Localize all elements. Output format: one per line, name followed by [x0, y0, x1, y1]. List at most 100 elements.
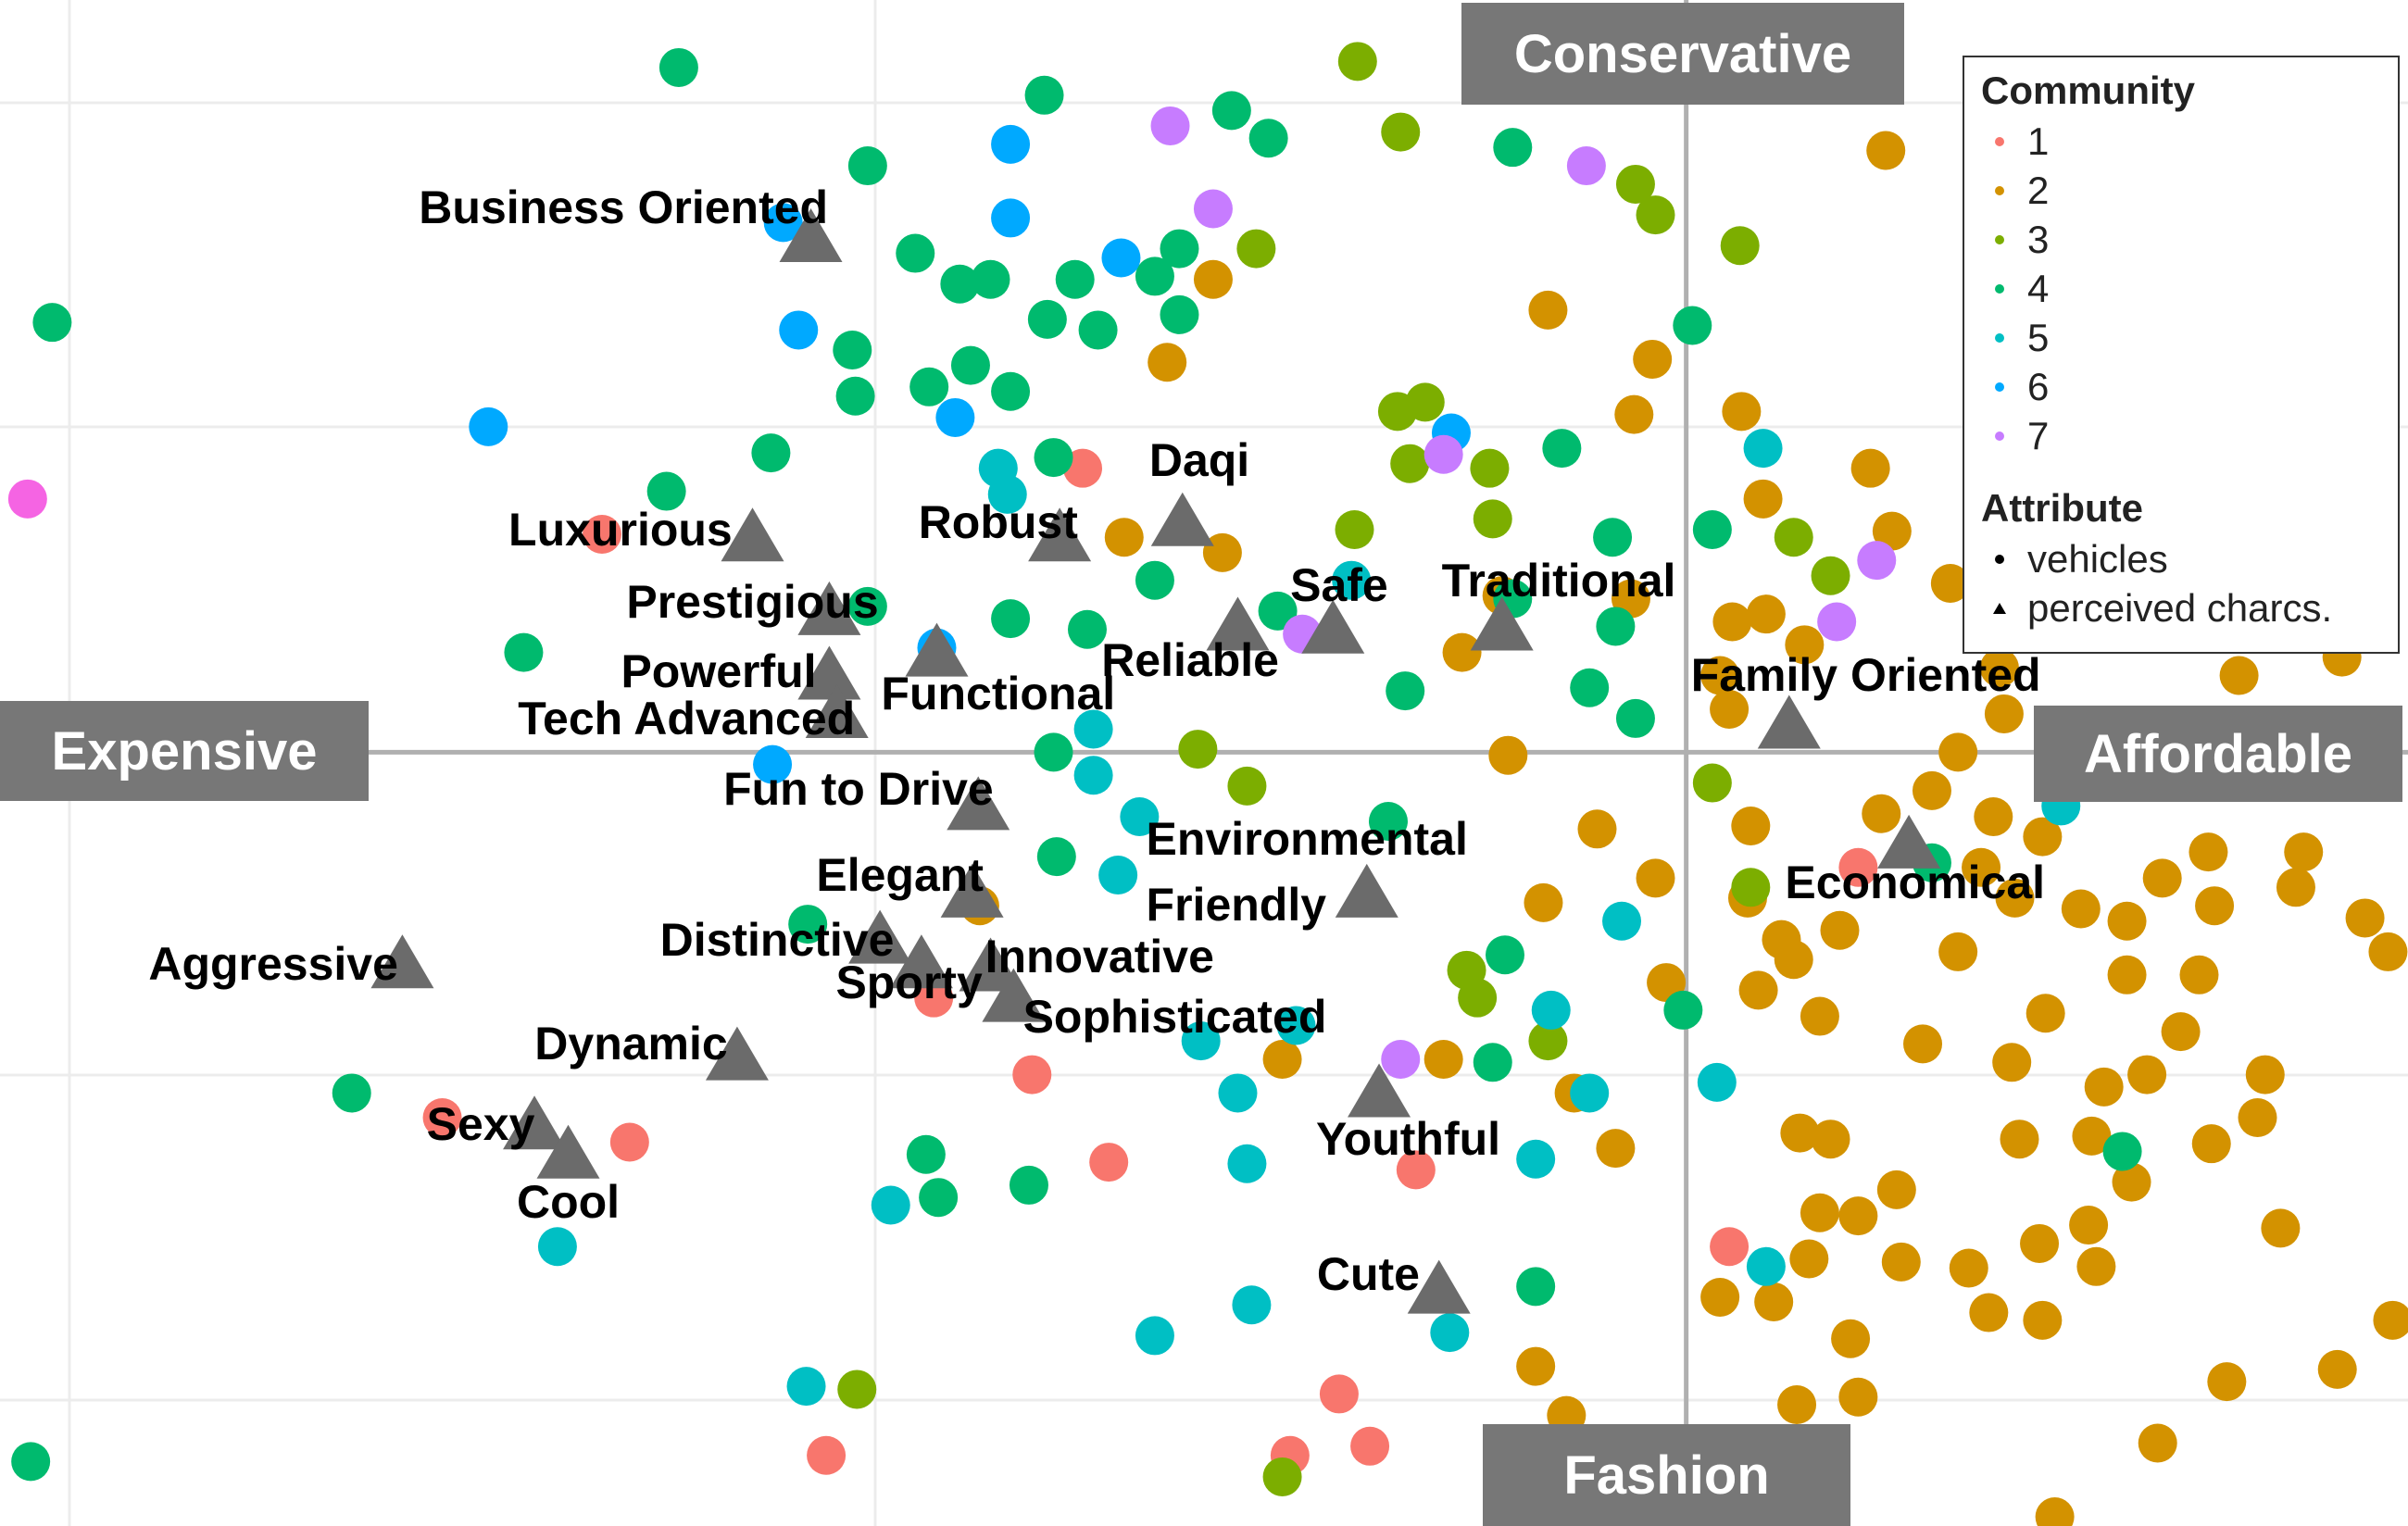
- point: [1423, 434, 1463, 474]
- legend-swatch: [1995, 185, 2004, 195]
- legend-item: 1: [1981, 117, 2398, 166]
- characteristic-label: Elegant: [816, 848, 984, 901]
- point: [1697, 1062, 1737, 1102]
- point: [2276, 868, 2315, 907]
- point: [1930, 564, 1970, 604]
- legend-item: vehicles: [1981, 534, 2398, 583]
- point: [751, 433, 791, 473]
- point: [835, 376, 875, 416]
- characteristic-label: Economical: [1785, 857, 2046, 909]
- characteristic-label: Safe: [1290, 558, 1388, 611]
- characteristic-label: Powerful: [621, 644, 817, 697]
- point: [1335, 509, 1374, 549]
- point: [1862, 794, 1901, 833]
- point: [1319, 1374, 1359, 1414]
- point: [1593, 518, 1633, 557]
- point: [1710, 1227, 1750, 1267]
- point: [1866, 131, 1906, 170]
- point: [1073, 756, 1113, 795]
- point: [7, 479, 47, 519]
- point: [1202, 532, 1242, 572]
- point: [935, 397, 975, 437]
- characteristic-label: Innovative: [985, 930, 1214, 982]
- point: [1390, 444, 1430, 483]
- point: [1777, 1385, 1817, 1425]
- point: [1903, 1024, 1943, 1064]
- point: [1232, 1285, 1272, 1325]
- point: [991, 198, 1031, 238]
- point: [1780, 1113, 1820, 1153]
- point: [1181, 1021, 1221, 1061]
- legend-label: 7: [2027, 414, 2050, 457]
- point: [1857, 541, 1897, 581]
- point: [1820, 910, 1860, 950]
- point: [1381, 1039, 1421, 1079]
- point: [1063, 448, 1103, 488]
- legend-swatch: [1995, 431, 2004, 441]
- point: [1743, 429, 1783, 469]
- characteristic-label: Reliable: [1101, 633, 1279, 686]
- point: [1789, 1239, 1829, 1279]
- characteristic-label: Business Oriented: [419, 181, 829, 233]
- point: [1488, 735, 1528, 775]
- point: [940, 264, 980, 304]
- point: [2161, 1012, 2201, 1052]
- legend-label: 2: [2027, 169, 2050, 212]
- legend-swatch: [1995, 136, 2004, 146]
- point: [1700, 656, 1740, 695]
- legend-item: 4: [1981, 264, 2398, 313]
- point: [1337, 42, 1377, 81]
- point: [1078, 310, 1118, 350]
- characteristic-marker: [1150, 492, 1214, 546]
- point: [2025, 994, 2065, 1033]
- point: [847, 146, 887, 186]
- point: [1055, 259, 1095, 299]
- characteristic-label: Distinctive: [659, 913, 895, 966]
- point: [1135, 1316, 1174, 1356]
- legend-item: perceived charcs.: [1981, 583, 2398, 632]
- point: [537, 1227, 577, 1267]
- legend-label: 1: [2027, 119, 2050, 163]
- point: [2179, 955, 2219, 994]
- point: [1524, 882, 1563, 922]
- point: [1150, 106, 1190, 145]
- point: [1746, 1246, 1786, 1286]
- point: [1067, 609, 1107, 649]
- point: [1754, 1282, 1794, 1321]
- point: [1193, 259, 1233, 299]
- point: [1101, 238, 1141, 278]
- point: [1974, 797, 2013, 837]
- point: [2138, 1423, 2177, 1463]
- point: [1135, 560, 1174, 600]
- point: [1811, 556, 1850, 595]
- point: [1386, 671, 1425, 711]
- legend-label: perceived charcs.: [2027, 586, 2333, 630]
- point: [504, 632, 544, 672]
- characteristic-marker: [1348, 1063, 1411, 1118]
- legend-item: 7: [1981, 411, 2398, 460]
- point: [2102, 1132, 2142, 1171]
- point: [1700, 1277, 1740, 1317]
- point: [919, 1178, 959, 1218]
- characteristic-label: Dynamic: [534, 1018, 728, 1070]
- point: [1570, 1073, 1610, 1113]
- point: [1774, 940, 1813, 980]
- point: [909, 367, 949, 407]
- point: [1692, 763, 1732, 803]
- point: [2076, 1246, 2116, 1286]
- characteristic-marker: [982, 968, 1046, 1022]
- point: [1800, 1193, 1839, 1232]
- axis-label-top: Conservative: [1461, 3, 1904, 105]
- point: [1566, 146, 1606, 186]
- legend-swatch: [1995, 283, 2004, 294]
- point: [1570, 668, 1610, 707]
- characteristic-label: Sporty: [835, 956, 983, 1008]
- point: [971, 259, 1010, 299]
- point: [753, 744, 793, 784]
- point: [1969, 1293, 2009, 1332]
- point: [1912, 770, 1951, 810]
- point: [2219, 656, 2259, 695]
- point: [1743, 479, 1783, 519]
- characteristic-label: Cool: [516, 1175, 621, 1228]
